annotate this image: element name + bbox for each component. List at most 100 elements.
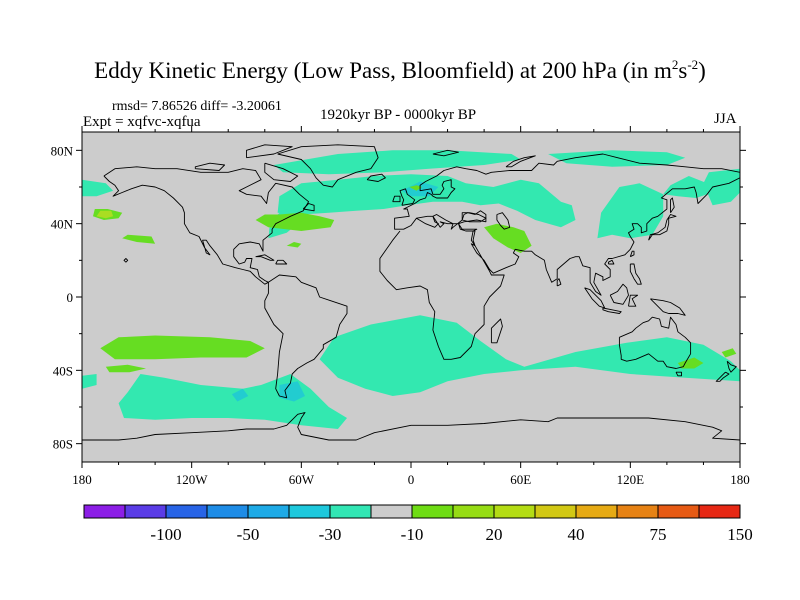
anomaly-region-pos-20 (96, 210, 114, 219)
colorbar-box (575, 504, 618, 519)
coastline-java (602, 307, 622, 314)
anomaly-region-pos-10 (286, 242, 302, 248)
colorbar-box (329, 504, 372, 519)
colorbar-label: 40 (568, 525, 585, 544)
diff-label: diff= (200, 99, 229, 114)
coastline-cuba (255, 254, 275, 261)
colorbar-box (370, 504, 413, 519)
coastline-south-america (264, 274, 348, 399)
coastline-britain (399, 188, 416, 206)
coastline-victoria-island (194, 162, 226, 171)
anomaly-region-pos-10 (484, 223, 532, 253)
y-tick-label: 80S (53, 437, 73, 452)
colorbar-label: -50 (237, 525, 260, 544)
y-tick-label: 0 (67, 290, 74, 305)
anomaly-region-neg-10 (82, 374, 97, 389)
y-tick-label: 40N (51, 217, 74, 232)
coastline-novaya-zemlya (505, 155, 536, 168)
colorbar-box (411, 504, 454, 519)
anomaly-region-neg-10 (548, 150, 686, 167)
coastline-north-america (103, 166, 310, 285)
coastline-iceland (366, 173, 386, 182)
coastline-black-sea (461, 212, 487, 223)
axis-ticks: 180 120W 60W 0 60E 120E 180 80N 40N 0 40S 80S (51, 126, 750, 487)
anomaly-region-neg-10 (319, 315, 740, 396)
colorbar-label: -30 (319, 525, 342, 544)
coastline-afro-eurasia (379, 153, 740, 360)
colorbar: -100 -50 -30 -10 20 40 75 150 (83, 504, 753, 544)
coastline-japan (648, 214, 677, 241)
colorbar-label: 75 (650, 525, 667, 544)
x-tick-label: 0 (408, 472, 415, 487)
anomaly-region-pos-10 (105, 364, 146, 373)
colorbar-box (534, 504, 577, 519)
colorbar-box (247, 504, 290, 519)
anomaly-region-neg-10 (273, 150, 521, 175)
colorbar-box (493, 504, 536, 519)
coastline-australia (618, 316, 692, 369)
x-tick-label: 180 (730, 472, 750, 487)
anomaly-region-neg-20 (231, 388, 249, 402)
title-superscript-2: -2 (687, 57, 699, 72)
coastline-taiwan (629, 250, 635, 258)
y-tick-label: 80N (51, 143, 74, 158)
coastline-baffin (264, 162, 299, 182)
colorbar-box (124, 504, 167, 519)
coastline-sulawesi (628, 294, 639, 307)
diff-value: -3.20061 (231, 99, 282, 114)
colorbar-label: -100 (150, 525, 181, 544)
coastline-caspian (496, 212, 511, 230)
coastline-hainan (607, 259, 615, 265)
experiment-label: Expt = xqfvc-xqfua (83, 114, 201, 130)
coastline-new-guinea (650, 298, 686, 316)
anomaly-region-neg-10 (703, 168, 740, 206)
anomaly-region-pos-10 (409, 185, 422, 191)
rmsd-value: 7.86526 (151, 99, 197, 114)
colorbar-box (83, 504, 126, 519)
colorbar-box (657, 504, 700, 519)
anomaly-region-pos-10 (721, 348, 737, 358)
coastline-newfoundland (302, 203, 315, 212)
rmsd-label: rmsd= (112, 99, 148, 114)
colorbar-label: 150 (727, 525, 753, 544)
chart-title: Eddy Kinetic Energy (Low Pass, Bloomfiel… (0, 58, 800, 84)
anomaly-region-pos-10 (255, 212, 335, 231)
x-tick-label: 180 (72, 472, 92, 487)
coastline-borneo (609, 283, 629, 305)
x-tick-label: 120E (617, 472, 645, 487)
coastline-hawaii (123, 258, 129, 263)
coastline-tasmania (675, 371, 682, 377)
title-unit-s: s (678, 58, 688, 83)
coastline-sri-lanka (556, 278, 562, 287)
anomaly-region-pos-10 (122, 234, 156, 244)
x-tick-label: 60E (510, 472, 531, 487)
y-tick-label: 40S (53, 363, 73, 378)
colorbar-box (288, 504, 331, 519)
coastline-philippines (629, 263, 642, 285)
coastline-new-zealand-s (715, 371, 730, 382)
x-tick-label: 120W (176, 472, 209, 487)
colorbar-box (206, 504, 249, 519)
anomaly-region-neg-10 (277, 174, 576, 228)
stats-line: rmsd= 7.86526 diff= -3.20061 (112, 99, 282, 115)
coastline-ireland (392, 195, 401, 203)
coastline-svalbard (432, 149, 459, 157)
colorbar-box (616, 504, 659, 519)
colorbar-label: -10 (401, 525, 424, 544)
coastline-sakhalin (670, 197, 675, 213)
colorbar-box (452, 504, 495, 519)
title-superscript-1: 2 (671, 57, 679, 72)
anomaly-region-pos-10 (100, 335, 265, 360)
coastline-ellesmere (246, 144, 293, 159)
title-text: Eddy Kinetic Energy (Low Pass, Bloomfiel… (94, 58, 672, 83)
colorbar-label: 20 (486, 525, 503, 544)
season-label: JJA (714, 111, 737, 127)
period-label: 1920kyr BP - 0000kyr BP (320, 107, 477, 123)
anomaly-region-neg-10 (82, 179, 114, 197)
title-close: ) (698, 58, 706, 83)
coastline-greenland (277, 144, 379, 188)
coastlines (82, 144, 740, 441)
coastline-new-zealand-n (726, 360, 737, 373)
coastline-antarctica (82, 412, 740, 441)
